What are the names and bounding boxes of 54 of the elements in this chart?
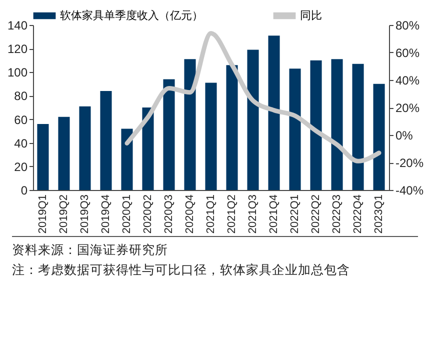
- y-tick-label: 0: [20, 184, 28, 198]
- x-tick-label: 2019Q4: [100, 194, 112, 234]
- bar: [373, 84, 385, 190]
- y-tick-label: 80: [14, 89, 28, 104]
- x-tick-label: 2022Q4: [352, 194, 364, 234]
- y-tick-label: 100: [7, 66, 28, 80]
- y-tick-label: 20: [14, 160, 28, 174]
- bar: [205, 82, 217, 190]
- line-series: [124, 31, 382, 164]
- y2-tick-label: -20%: [396, 156, 424, 170]
- bar: [163, 79, 175, 190]
- x-tick-label: 2020Q4: [184, 194, 196, 234]
- y2-tick-label: 40%: [396, 74, 420, 88]
- y2-tick-label: 80%: [396, 18, 420, 32]
- bar: [247, 50, 259, 190]
- text: 资料来源：国海证券研究所: [12, 241, 169, 259]
- y2-tick-label: 0%: [396, 128, 414, 142]
- x-tick-label: 2021Q3: [247, 194, 260, 234]
- y2-tick-label: 20%: [396, 101, 420, 115]
- x-tick-label: 2019Q2: [58, 194, 70, 234]
- x-tick-label: 2022Q2: [310, 194, 322, 234]
- bar: [100, 91, 112, 190]
- bar: [58, 116, 70, 190]
- y-tick-label: 120: [7, 42, 28, 56]
- y-tick-label: 60: [14, 112, 28, 127]
- x-tick-label: 2021Q1: [205, 194, 217, 234]
- x-tick-label: 2021Q2: [226, 194, 238, 234]
- bar: [226, 65, 238, 190]
- x-tick-label: 2020Q2: [142, 194, 154, 234]
- bar: [142, 108, 154, 190]
- bar: [79, 106, 91, 190]
- x-tick-label: 2019Q1: [36, 194, 49, 234]
- legend-label: 软体家具单季度收入（亿元）: [60, 8, 203, 22]
- bar: [184, 59, 196, 190]
- x-tick-label: 2023Q1: [373, 194, 386, 234]
- x-tick-label: 2020Q1: [120, 194, 133, 234]
- y-tick-label: 140: [7, 18, 28, 32]
- bar: [268, 36, 280, 190]
- y2-tick-label: -40%: [396, 184, 424, 198]
- x-tick-label: 2021Q4: [268, 194, 280, 234]
- x-tick-label: 2020Q3: [162, 194, 175, 234]
- bar: [352, 64, 364, 190]
- y-tick-label: 40: [14, 136, 28, 150]
- bar: [289, 68, 301, 190]
- x-tick-label: 2019Q3: [78, 194, 91, 234]
- bar: [121, 128, 133, 190]
- text: 注：考虑数据可获得性与可比口径，软体家具企业加总包含: [12, 261, 351, 279]
- y2-tick-label: 60%: [396, 46, 420, 60]
- bar: [310, 60, 322, 190]
- legend-label: 同比: [300, 8, 322, 22]
- x-tick-label: 2022Q1: [289, 194, 302, 234]
- bar: [37, 124, 49, 190]
- bar: [331, 59, 343, 190]
- x-tick-label: 2022Q3: [331, 194, 344, 234]
